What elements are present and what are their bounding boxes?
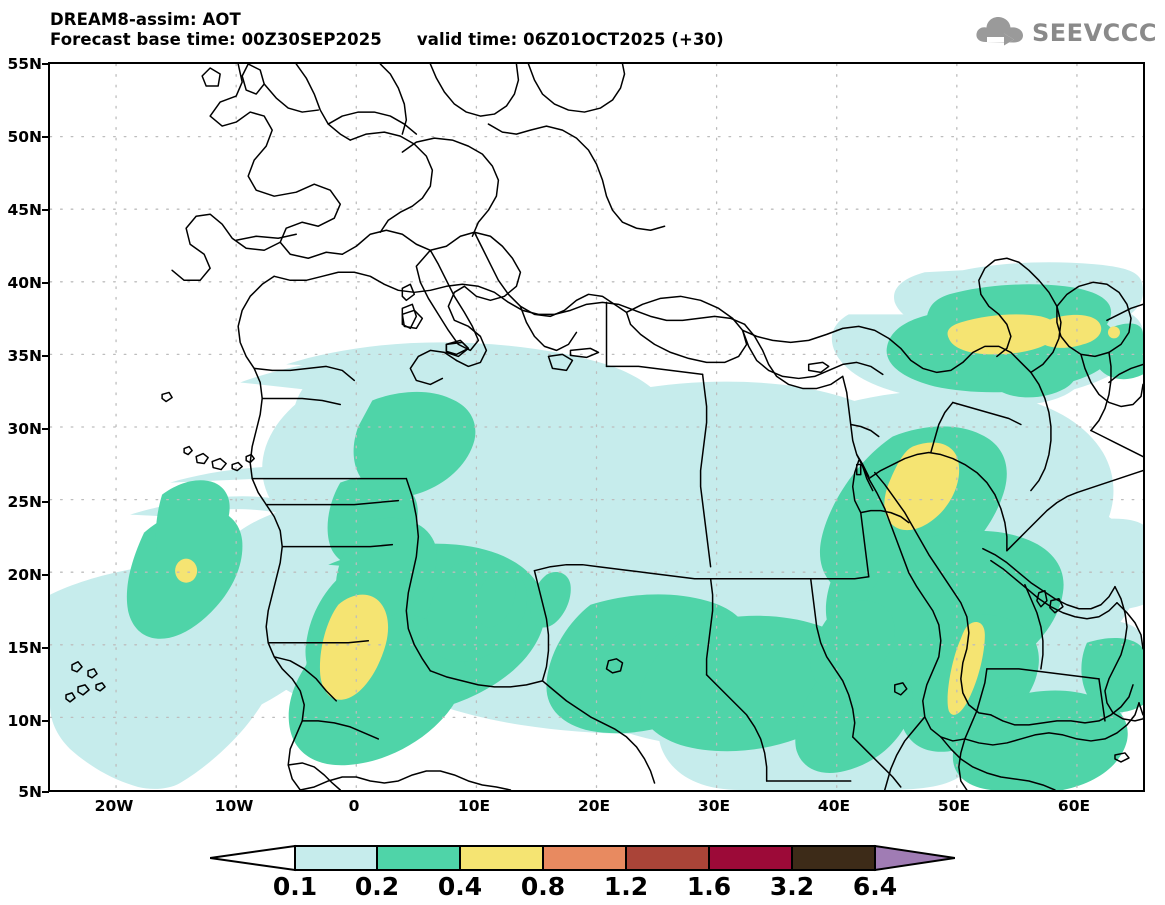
y-axis-label-25N: 25N — [7, 493, 42, 511]
colorbar-tick-3.2: 3.2 — [769, 872, 815, 901]
colorbar-tick-0.4: 0.4 — [437, 872, 483, 901]
y-axis-label-15N: 15N — [7, 639, 42, 657]
colorbar-tick-1.6: 1.6 — [686, 872, 732, 901]
colorbar-cap-right — [874, 844, 955, 872]
y-axis-label-5N: 5N — [18, 783, 42, 801]
colorbar-tick-0.8: 0.8 — [520, 872, 566, 901]
y-axis-label-45N: 45N — [7, 201, 42, 219]
y-axis-label-20N: 20N — [7, 566, 42, 584]
cloud-arrow-icon — [974, 14, 1026, 52]
logo-text: SEEVCCC — [1032, 19, 1157, 47]
colorbar-cap-left — [210, 844, 296, 872]
x-axis-label-0: 0 — [348, 797, 360, 815]
colorbar-svg — [210, 844, 955, 872]
forecast-time-line: Forecast base time: 00Z30SEP2025 valid t… — [50, 30, 724, 49]
chart-header: DREAM8-assim: AOT Forecast base time: 00… — [50, 10, 950, 50]
colorbar-band-0.2-0.4 — [376, 845, 461, 871]
x-axis-label-20W: 20W — [94, 797, 134, 815]
seevccc-logo: SEEVCCC — [976, 12, 1157, 54]
colorbar-tick-0.1: 0.1 — [272, 872, 318, 901]
aot-colorbar — [210, 843, 955, 873]
colorbar-band-1.6-3.2 — [708, 845, 793, 871]
y-axis-label-50N: 50N — [7, 128, 42, 146]
coastlines-and-borders — [65, 64, 1143, 790]
y-axis-label-40N: 40N — [7, 274, 42, 292]
x-axis-label-20E: 20E — [577, 797, 611, 815]
colorbar-tick-1.2: 1.2 — [603, 872, 649, 901]
colorbar-tick-0.2: 0.2 — [354, 872, 400, 901]
colorbar-tick-labels: 0.1 0.2 0.4 0.8 1.2 1.6 3.2 6.4 — [210, 872, 955, 902]
y-axis-label-35N: 35N — [7, 347, 42, 365]
colorbar-band-3.2-6.4 — [791, 845, 876, 871]
x-axis-label-10E: 10E — [457, 797, 491, 815]
y-axis-label-55N: 55N — [7, 55, 42, 73]
colorbar-band-0.1-0.2 — [294, 845, 378, 871]
colorbar-tick-6.4: 6.4 — [852, 872, 898, 901]
map-gridlines — [50, 64, 1143, 790]
aot-band-0.4-0.8 — [175, 314, 1120, 715]
x-axis-label-50E: 50E — [937, 797, 971, 815]
y-axis-label-10N: 10N — [7, 712, 42, 730]
colorbar-band-1.2-1.6 — [625, 845, 710, 871]
x-axis-label-60E: 60E — [1057, 797, 1091, 815]
x-axis-label-10W: 10W — [214, 797, 254, 815]
colorbar-band-0.8-1.2 — [542, 845, 627, 871]
x-axis-label-30E: 30E — [697, 797, 731, 815]
model-title: DREAM8-assim: AOT — [50, 10, 241, 29]
x-axis-label-40E: 40E — [817, 797, 851, 815]
colorbar-band-0.4-0.8 — [459, 845, 544, 871]
forecast-map-plot — [48, 62, 1145, 792]
map-canvas — [50, 64, 1143, 790]
y-axis-label-30N: 30N — [7, 420, 42, 438]
